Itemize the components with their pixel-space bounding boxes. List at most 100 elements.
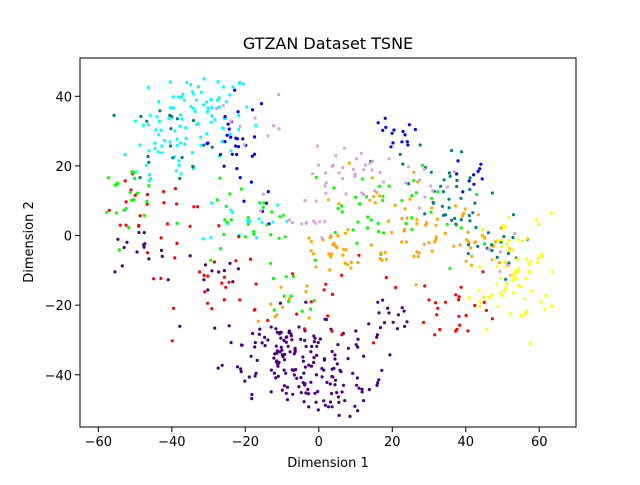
point-series-1-51 bbox=[330, 349, 334, 354]
point-series-7-22 bbox=[378, 170, 382, 175]
point-series-1-128 bbox=[377, 378, 381, 382]
point-series-6-9 bbox=[169, 127, 173, 131]
point-series-1-140 bbox=[354, 343, 358, 347]
point-series-1-107 bbox=[275, 330, 279, 334]
point-series-1-24 bbox=[312, 340, 316, 344]
point-series-4-40 bbox=[278, 215, 282, 219]
point-series-1-171 bbox=[309, 350, 313, 354]
point-series-8-24 bbox=[524, 257, 529, 261]
point-series-4-19 bbox=[114, 211, 119, 215]
point-series-6-49 bbox=[507, 261, 511, 265]
point-series-3-87 bbox=[175, 202, 179, 206]
point-series-6-3 bbox=[112, 113, 116, 117]
point-series-0-28 bbox=[209, 97, 213, 102]
point-series-4-21 bbox=[265, 223, 269, 227]
point-series-6-24 bbox=[468, 187, 472, 192]
point-series-3-52 bbox=[481, 270, 485, 274]
x-axis-ticks: −60 −40 −20 0 20 40 60 bbox=[85, 427, 548, 450]
points-layer bbox=[105, 77, 555, 418]
point-series-3-77 bbox=[295, 312, 299, 316]
point-series-0-22 bbox=[180, 117, 184, 121]
point-series-5-32 bbox=[408, 197, 412, 201]
point-series-2-47 bbox=[478, 167, 482, 171]
point-series-0-77 bbox=[254, 123, 258, 128]
point-series-5-77 bbox=[452, 244, 456, 248]
point-series-0-78 bbox=[156, 150, 160, 154]
point-series-2-48 bbox=[456, 159, 460, 163]
point-series-8-25 bbox=[536, 256, 541, 260]
point-series-3-35 bbox=[291, 272, 295, 276]
point-series-2-39 bbox=[381, 128, 385, 132]
point-series-8-19 bbox=[511, 290, 515, 295]
point-series-8-46 bbox=[543, 307, 547, 311]
point-series-1-0 bbox=[288, 350, 292, 354]
point-series-3-51 bbox=[457, 298, 461, 302]
point-series-2-12 bbox=[230, 152, 234, 156]
point-series-5-34 bbox=[412, 254, 416, 258]
point-series-2-49 bbox=[472, 182, 476, 186]
point-series-0-98 bbox=[160, 151, 164, 155]
point-series-7-64 bbox=[487, 247, 491, 251]
point-series-1-64 bbox=[250, 392, 254, 397]
point-series-4-8 bbox=[132, 198, 136, 202]
point-series-6-13 bbox=[171, 156, 175, 160]
point-series-6-37 bbox=[468, 219, 472, 223]
point-series-5-51 bbox=[454, 204, 458, 208]
point-series-1-164 bbox=[376, 381, 380, 385]
point-series-5-95 bbox=[269, 302, 273, 306]
point-series-5-74 bbox=[480, 234, 484, 238]
point-series-0-107 bbox=[230, 210, 234, 215]
point-series-2-22 bbox=[250, 108, 255, 112]
point-series-1-60 bbox=[266, 338, 270, 342]
point-series-5-106 bbox=[372, 194, 376, 199]
point-series-4-13 bbox=[127, 225, 131, 230]
point-series-6-26 bbox=[468, 176, 472, 180]
point-series-1-67 bbox=[304, 344, 308, 349]
point-series-3-45 bbox=[433, 333, 437, 337]
point-series-2-14 bbox=[236, 110, 240, 114]
point-series-0-94 bbox=[123, 152, 127, 157]
point-series-8-38 bbox=[516, 267, 520, 271]
point-series-5-28 bbox=[346, 263, 350, 267]
point-series-3-78 bbox=[309, 300, 313, 304]
point-series-5-56 bbox=[415, 222, 419, 226]
point-series-7-40 bbox=[323, 219, 327, 223]
point-series-2-24 bbox=[233, 88, 237, 92]
point-series-1-172 bbox=[320, 366, 324, 371]
point-series-0-86 bbox=[183, 142, 187, 146]
point-series-5-67 bbox=[458, 243, 462, 247]
point-series-8-67 bbox=[467, 296, 471, 300]
point-series-1-26 bbox=[315, 344, 319, 348]
point-series-4-74 bbox=[381, 198, 385, 203]
point-series-7-19 bbox=[373, 189, 377, 193]
point-series-0-2 bbox=[209, 120, 213, 124]
point-series-7-46 bbox=[290, 221, 295, 225]
point-series-3-71 bbox=[303, 327, 307, 331]
point-series-6-70 bbox=[398, 152, 402, 156]
point-series-1-199 bbox=[387, 311, 391, 315]
point-series-5-39 bbox=[400, 216, 404, 221]
point-series-3-82 bbox=[175, 241, 179, 245]
point-series-0-103 bbox=[255, 236, 259, 240]
point-series-4-62 bbox=[381, 194, 385, 198]
point-series-1-183 bbox=[336, 343, 340, 347]
point-series-5-19 bbox=[341, 253, 345, 257]
point-series-2-36 bbox=[403, 133, 407, 137]
point-series-2-9 bbox=[235, 152, 239, 157]
point-series-6-19 bbox=[191, 118, 196, 123]
point-series-5-80 bbox=[467, 240, 471, 244]
point-series-4-96 bbox=[475, 192, 479, 196]
point-series-3-8 bbox=[118, 223, 122, 227]
point-series-1-147 bbox=[335, 391, 339, 395]
point-series-1-20 bbox=[249, 354, 253, 358]
point-series-7-45 bbox=[314, 221, 318, 225]
point-series-8-16 bbox=[505, 242, 509, 246]
point-series-5-8 bbox=[328, 268, 332, 272]
point-series-4-1 bbox=[105, 210, 109, 214]
point-series-0-73 bbox=[196, 122, 200, 126]
point-series-4-71 bbox=[376, 230, 381, 234]
point-series-1-104 bbox=[280, 348, 284, 352]
point-series-0-80 bbox=[147, 173, 152, 177]
point-series-7-0 bbox=[341, 166, 345, 170]
point-series-1-126 bbox=[328, 400, 333, 404]
